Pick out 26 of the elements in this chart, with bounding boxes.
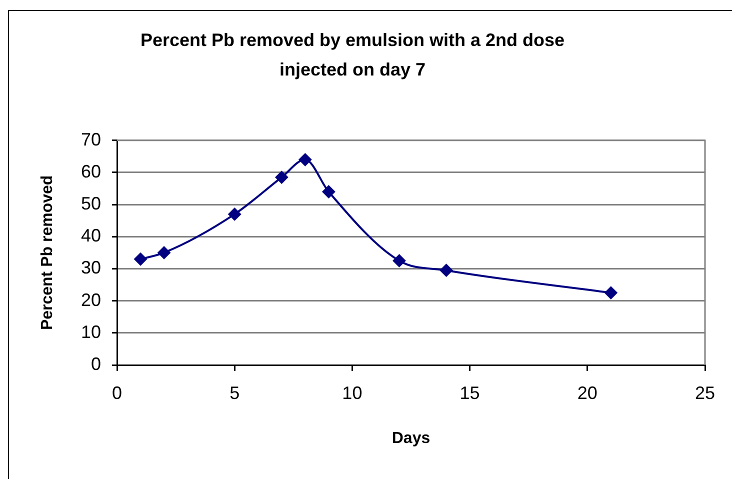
x-tick-label: 0 <box>112 382 122 403</box>
point <box>604 286 618 300</box>
y-tick-label: 50 <box>80 194 101 214</box>
y-tick-label: 30 <box>80 258 101 278</box>
x-tick-label: 25 <box>694 382 716 403</box>
y-tick-label: 70 <box>80 129 101 150</box>
x-tick-label: 20 <box>577 382 598 403</box>
chart-title: Percent Pb removed by emulsion with a 2nd dose injected on day 7 <box>140 30 565 80</box>
y-axis-title: Percent Pb removed <box>39 175 56 330</box>
point <box>228 208 242 221</box>
y-tick-label: 0 <box>90 354 101 374</box>
point <box>134 252 148 266</box>
point <box>440 264 453 277</box>
y-tick-label: 10 <box>80 322 101 342</box>
point <box>322 185 336 198</box>
x-tick-label: 15 <box>460 382 480 403</box>
x-axis-title: Days <box>392 430 430 447</box>
x-tick-label: 5 <box>230 382 240 403</box>
y-tick-label: 60 <box>80 161 101 182</box>
y-tick-label: 40 <box>80 226 101 246</box>
point <box>298 153 312 166</box>
y-tick-label: 20 <box>80 290 101 310</box>
point <box>158 246 171 260</box>
point <box>275 170 288 184</box>
x-tick-label: 10 <box>342 382 362 403</box>
point <box>392 254 406 268</box>
